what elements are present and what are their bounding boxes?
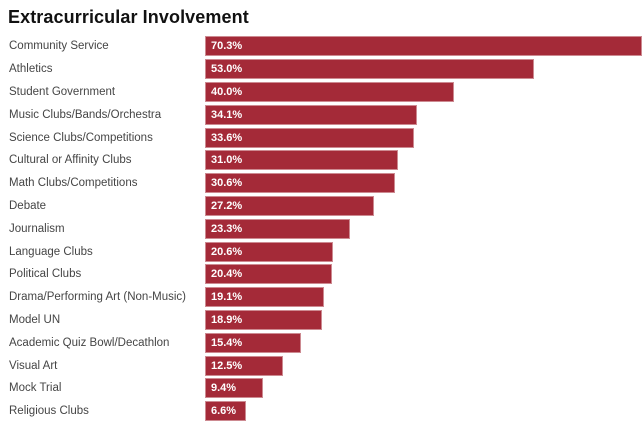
bar: 20.4% (205, 264, 332, 285)
bar-track: 70.3% (205, 36, 642, 57)
bar-track: 20.4% (205, 264, 642, 285)
value-label: 9.4% (211, 382, 237, 395)
bar: 70.3% (205, 36, 642, 57)
chart-row: Model UN 18.9% (0, 309, 642, 332)
category-label: Debate (9, 199, 47, 212)
category-label: Math Clubs/Competitions (9, 177, 138, 190)
chart-title: Extracurricular Involvement (8, 7, 249, 27)
bar: 12.5% (205, 355, 283, 376)
chart-row: Music Clubs/Bands/Orchestra 34.1% (0, 103, 642, 126)
chart-row: Community Service 70.3% (0, 35, 642, 58)
value-label: 20.4% (211, 268, 243, 281)
value-label: 40.0% (211, 85, 243, 98)
bar-track: 23.3% (205, 218, 642, 239)
value-label: 30.6% (211, 177, 243, 190)
bar: 19.1% (205, 287, 324, 308)
value-label: 15.4% (211, 336, 243, 349)
bar: 31.0% (205, 150, 398, 171)
value-label: 34.1% (211, 108, 243, 121)
bar: 6.6% (205, 401, 247, 422)
bar: 20.6% (205, 241, 334, 262)
chart-row: Debate 27.2% (0, 195, 642, 218)
bar: 33.6% (205, 127, 414, 148)
category-label: Drama/Performing Art (Non-Music) (9, 291, 187, 304)
chart-row: Cultural or Affinity Clubs 31.0% (0, 149, 642, 172)
bar-track: 20.6% (205, 241, 642, 262)
category-label: Athletics (9, 63, 53, 76)
value-label: 27.2% (211, 199, 243, 212)
bar-track: 19.1% (205, 287, 642, 308)
bar-track: 6.6% (205, 401, 642, 422)
value-label: 20.6% (211, 245, 243, 258)
value-label: 19.1% (211, 291, 243, 304)
bar-track: 12.5% (205, 355, 642, 376)
bar-chart: Community Service 70.3% Athletics 53.0% Stud… (0, 35, 642, 423)
chart-row: Political Clubs 20.4% (0, 263, 642, 286)
bar-track: 15.4% (205, 332, 642, 353)
bar: 40.0% (205, 81, 454, 102)
bar-track: 40.0% (205, 81, 642, 102)
category-label: Political Clubs (9, 268, 82, 281)
bar: 9.4% (205, 378, 264, 399)
value-label: 53.0% (211, 63, 243, 76)
category-label: Community Service (9, 40, 109, 53)
category-label: Visual Art (9, 359, 58, 372)
category-label: Cultural or Affinity Clubs (9, 154, 132, 167)
value-label: 6.6% (211, 405, 237, 418)
bar: 18.9% (205, 309, 323, 330)
category-label: Religious Clubs (9, 405, 89, 418)
bar: 27.2% (205, 195, 375, 216)
chart-row: Language Clubs 20.6% (0, 240, 642, 263)
bar-track: 53.0% (205, 59, 642, 80)
bar-track: 9.4% (205, 378, 642, 399)
category-label: Mock Trial (9, 382, 62, 395)
value-label: 31.0% (211, 154, 243, 167)
category-label: Academic Quiz Bowl/Decathlon (9, 336, 170, 349)
bar: 23.3% (205, 218, 350, 239)
chart-row: Drama/Performing Art (Non-Music) 19.1% (0, 286, 642, 309)
chart-row: Mock Trial 9.4% (0, 377, 642, 400)
bar: 15.4% (205, 332, 301, 353)
chart-row: Student Government 40.0% (0, 81, 642, 104)
category-label: Music Clubs/Bands/Orchestra (9, 108, 162, 121)
chart-row: Journalism 23.3% (0, 217, 642, 240)
value-label: 70.3% (211, 40, 243, 53)
chart-row: Religious Clubs 6.6% (0, 400, 642, 423)
value-label: 18.9% (211, 313, 243, 326)
chart-row: Athletics 53.0% (0, 58, 642, 81)
bar: 34.1% (205, 104, 417, 125)
bar: 53.0% (205, 59, 535, 80)
value-label: 33.6% (211, 131, 243, 144)
bar-track: 27.2% (205, 195, 642, 216)
chart-row: Academic Quiz Bowl/Decathlon 15.4% (0, 331, 642, 354)
chart-row: Visual Art 12.5% (0, 354, 642, 377)
bar: 30.6% (205, 173, 396, 194)
chart-row: Math Clubs/Competitions 30.6% (0, 172, 642, 195)
category-label: Language Clubs (9, 245, 93, 258)
category-label: Student Government (9, 85, 116, 98)
bar-track: 31.0% (205, 150, 642, 171)
chart-row: Science Clubs/Competitions 33.6% (0, 126, 642, 149)
bar-track: 33.6% (205, 127, 642, 148)
bar-track: 18.9% (205, 309, 642, 330)
category-label: Journalism (9, 222, 65, 235)
value-label: 23.3% (211, 222, 243, 235)
bar-track: 34.1% (205, 104, 642, 125)
bar-track: 30.6% (205, 173, 642, 194)
value-label: 12.5% (211, 359, 243, 372)
category-label: Science Clubs/Competitions (9, 131, 153, 144)
category-label: Model UN (9, 313, 61, 326)
